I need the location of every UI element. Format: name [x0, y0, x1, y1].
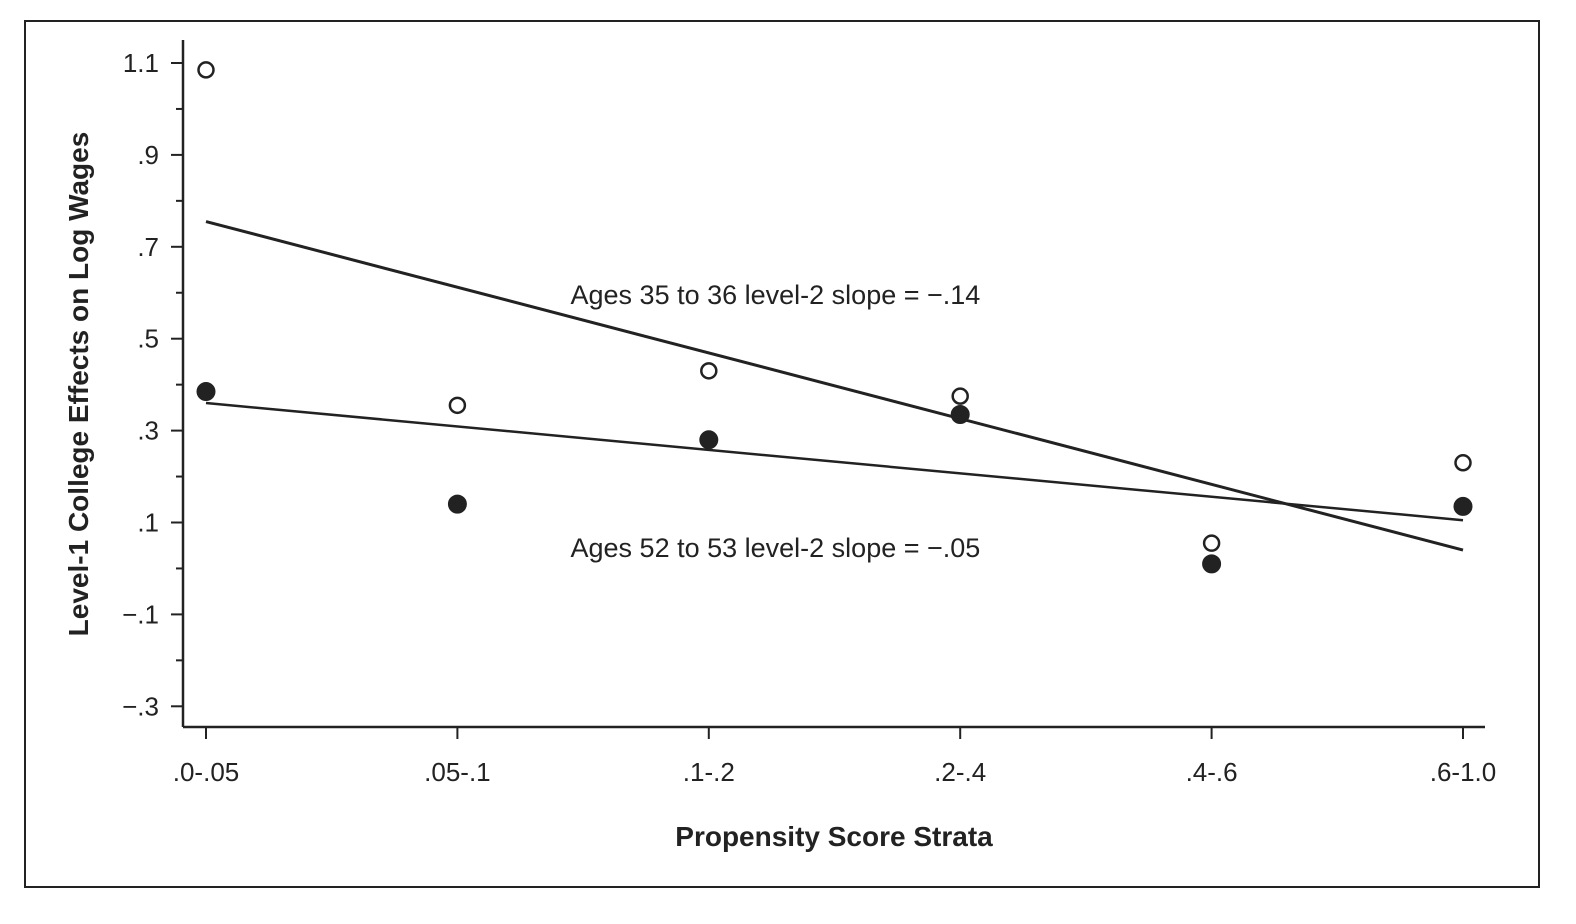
x-tick-label: .2-.4 [934, 757, 986, 787]
open-circle-point [197, 61, 215, 79]
filled-circle-point [1202, 554, 1222, 574]
x-tick-label: .0-.05 [173, 757, 240, 787]
x-tick-label: .1-.2 [683, 757, 735, 787]
y-tick-label: −.1 [122, 599, 159, 629]
y-tick-label: .5 [137, 324, 159, 354]
filled-circle-point [447, 494, 467, 514]
filled-circle-point [196, 382, 216, 402]
open-circle-point [448, 396, 467, 415]
y-tick-label: 1.1 [123, 48, 159, 78]
x-tick-label: .05-.1 [424, 757, 491, 787]
y-tick-label: .3 [137, 416, 159, 446]
filled-circle-point [1453, 496, 1473, 516]
fit-line [205, 401, 1464, 522]
slope-annotation: Ages 35 to 36 level-2 slope = −.14 [571, 280, 981, 310]
open-circle-point [951, 387, 969, 405]
slope-annotation: Ages 52 to 53 level-2 slope = −.05 [571, 533, 981, 563]
y-axis-title: Level-1 College Effects on Log Wages [63, 132, 94, 637]
open-circle-point [700, 362, 718, 380]
filled-circle-point [950, 405, 970, 425]
open-circle-point [1202, 534, 1221, 552]
x-tick-label: .6-1.0 [1430, 757, 1497, 787]
data-points [196, 61, 1473, 574]
filled-circle-point [699, 430, 719, 450]
y-tick-label: .1 [137, 508, 159, 538]
figure-frame [24, 20, 1540, 888]
labels: 1.1 .9 .7 .5 .3 .1 −.1 −.3 .0-.05 .05-.1 .1-.2 .2-.… [63, 48, 1496, 852]
y-tick-label: −.3 [122, 691, 159, 721]
y-tick-label: .7 [137, 232, 159, 262]
axes [171, 40, 1485, 739]
fit-lines [205, 220, 1464, 552]
x-axis-title: Propensity Score Strata [675, 821, 993, 852]
y-tick-label: .9 [137, 140, 159, 170]
open-circle-point [1454, 454, 1472, 472]
x-tick-label: .4-.6 [1186, 757, 1238, 787]
fit-line [205, 220, 1464, 552]
